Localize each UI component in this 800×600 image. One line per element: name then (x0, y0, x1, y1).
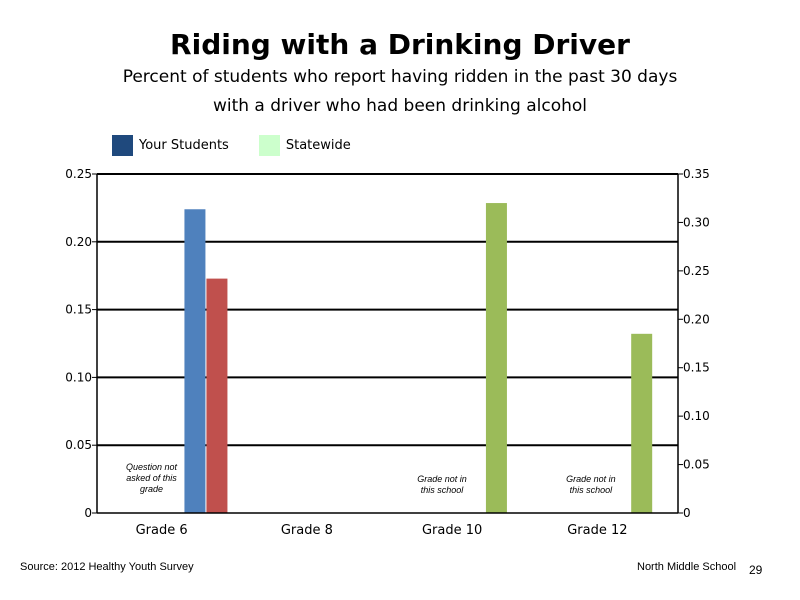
right-tick-label: 0.10 (683, 409, 710, 423)
bar-grade-8-series-1 (184, 209, 206, 514)
legend-label-statewide: Statewide (285, 138, 351, 153)
legend-label-your-students: Your Students (139, 138, 229, 153)
source-note: Source: 2012 Healthy Youth Survey (20, 561, 194, 573)
category-label: Grade 12 (567, 523, 627, 538)
bar-grade-10-series-3 (485, 203, 507, 514)
chart-subtitle-line-1: Percent of students who report having ri… (122, 67, 678, 87)
right-tick-label: 0 (683, 506, 691, 520)
school-name: North Middle School (637, 561, 737, 573)
right-tick-label: 0.35 (683, 167, 710, 181)
category-label: Grade 6 (136, 523, 188, 538)
annotation-text: Question not (126, 462, 178, 472)
left-tick-label: 0.05 (65, 438, 92, 452)
legend-swatch-your-students (112, 135, 133, 156)
category-label: Grade 10 (422, 523, 482, 538)
legend-item-your-students: Your Students (112, 135, 229, 156)
page-number: 29 (749, 563, 763, 577)
chart-title: Riding with a Drinking Driver (170, 28, 630, 61)
right-tick-label: 0.05 (683, 458, 710, 472)
legend-swatch-statewide (258, 135, 280, 156)
annotation-text: this school (421, 485, 465, 495)
annotation-text: this school (570, 485, 614, 495)
left-tick-label: 0.10 (65, 370, 92, 384)
category-label: Grade 8 (281, 523, 333, 538)
right-tick-label: 0.20 (683, 312, 710, 326)
bar-grade-12-series-3 (631, 333, 653, 513)
right-tick-label: 0.30 (683, 215, 710, 229)
left-tick-label: 0.25 (65, 167, 92, 181)
left-tick-label: 0 (84, 506, 92, 520)
right-tick-label: 0.15 (683, 361, 710, 375)
legend-item-statewide: Statewide (258, 135, 351, 156)
annotation-text: Grade not in (566, 474, 616, 484)
bar-grade-8-series-2 (206, 278, 228, 513)
legend: Your Students Statewide (112, 135, 381, 156)
right-tick-label: 0.25 (683, 264, 710, 278)
left-tick-label: 0.15 (65, 303, 92, 317)
left-tick-label: 0.20 (65, 235, 92, 249)
annotation-text: asked of this (126, 473, 177, 483)
annotation-text: grade (140, 484, 163, 494)
chart-subtitle-line-2: with a driver who had been drinking alco… (212, 96, 588, 116)
annotation-text: Grade not in (417, 474, 467, 484)
